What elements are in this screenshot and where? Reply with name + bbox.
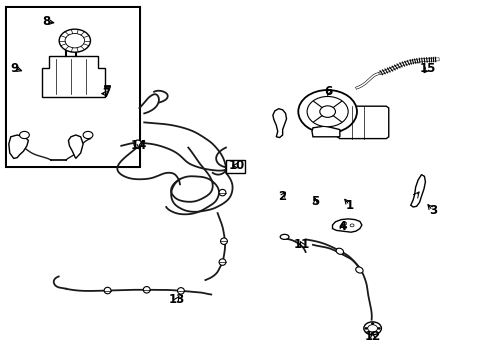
Polygon shape	[311, 126, 339, 137]
Ellipse shape	[335, 248, 343, 255]
Circle shape	[367, 325, 377, 332]
Circle shape	[59, 29, 90, 52]
Circle shape	[370, 332, 373, 334]
Text: 3: 3	[428, 204, 436, 217]
Polygon shape	[9, 135, 28, 158]
Polygon shape	[410, 175, 425, 207]
Circle shape	[363, 322, 381, 335]
Text: 6: 6	[324, 85, 332, 98]
Polygon shape	[337, 106, 388, 139]
Bar	[225, 160, 245, 173]
Text: 12: 12	[364, 330, 380, 343]
Ellipse shape	[355, 267, 363, 273]
Text: 5: 5	[311, 195, 319, 208]
Text: 2: 2	[278, 190, 286, 203]
Ellipse shape	[219, 259, 225, 265]
Ellipse shape	[177, 288, 184, 294]
Text: 4: 4	[338, 220, 346, 233]
Circle shape	[20, 131, 29, 139]
Text: 13: 13	[168, 293, 185, 306]
Text: 14: 14	[131, 139, 147, 152]
Circle shape	[306, 96, 347, 127]
Circle shape	[298, 90, 356, 133]
Ellipse shape	[219, 189, 225, 196]
Circle shape	[83, 131, 93, 139]
Ellipse shape	[280, 234, 288, 239]
Text: 15: 15	[419, 62, 435, 75]
Polygon shape	[272, 109, 286, 138]
Text: 10: 10	[228, 159, 244, 172]
Text: 1: 1	[345, 199, 353, 212]
Circle shape	[349, 224, 353, 227]
Circle shape	[370, 323, 373, 325]
Ellipse shape	[104, 287, 111, 294]
Text: 9: 9	[11, 62, 19, 75]
Circle shape	[377, 327, 380, 329]
Bar	[6, 7, 140, 167]
Circle shape	[342, 226, 346, 229]
Circle shape	[342, 222, 346, 225]
Circle shape	[319, 106, 335, 117]
Ellipse shape	[143, 287, 150, 293]
Circle shape	[364, 327, 367, 329]
Polygon shape	[332, 219, 361, 232]
Ellipse shape	[220, 238, 227, 244]
Text: 8: 8	[42, 15, 50, 28]
Text: 11: 11	[293, 238, 310, 251]
Text: 7: 7	[102, 87, 110, 100]
Polygon shape	[68, 135, 83, 158]
Ellipse shape	[134, 140, 142, 148]
Bar	[7, 8, 139, 166]
Polygon shape	[41, 56, 105, 97]
